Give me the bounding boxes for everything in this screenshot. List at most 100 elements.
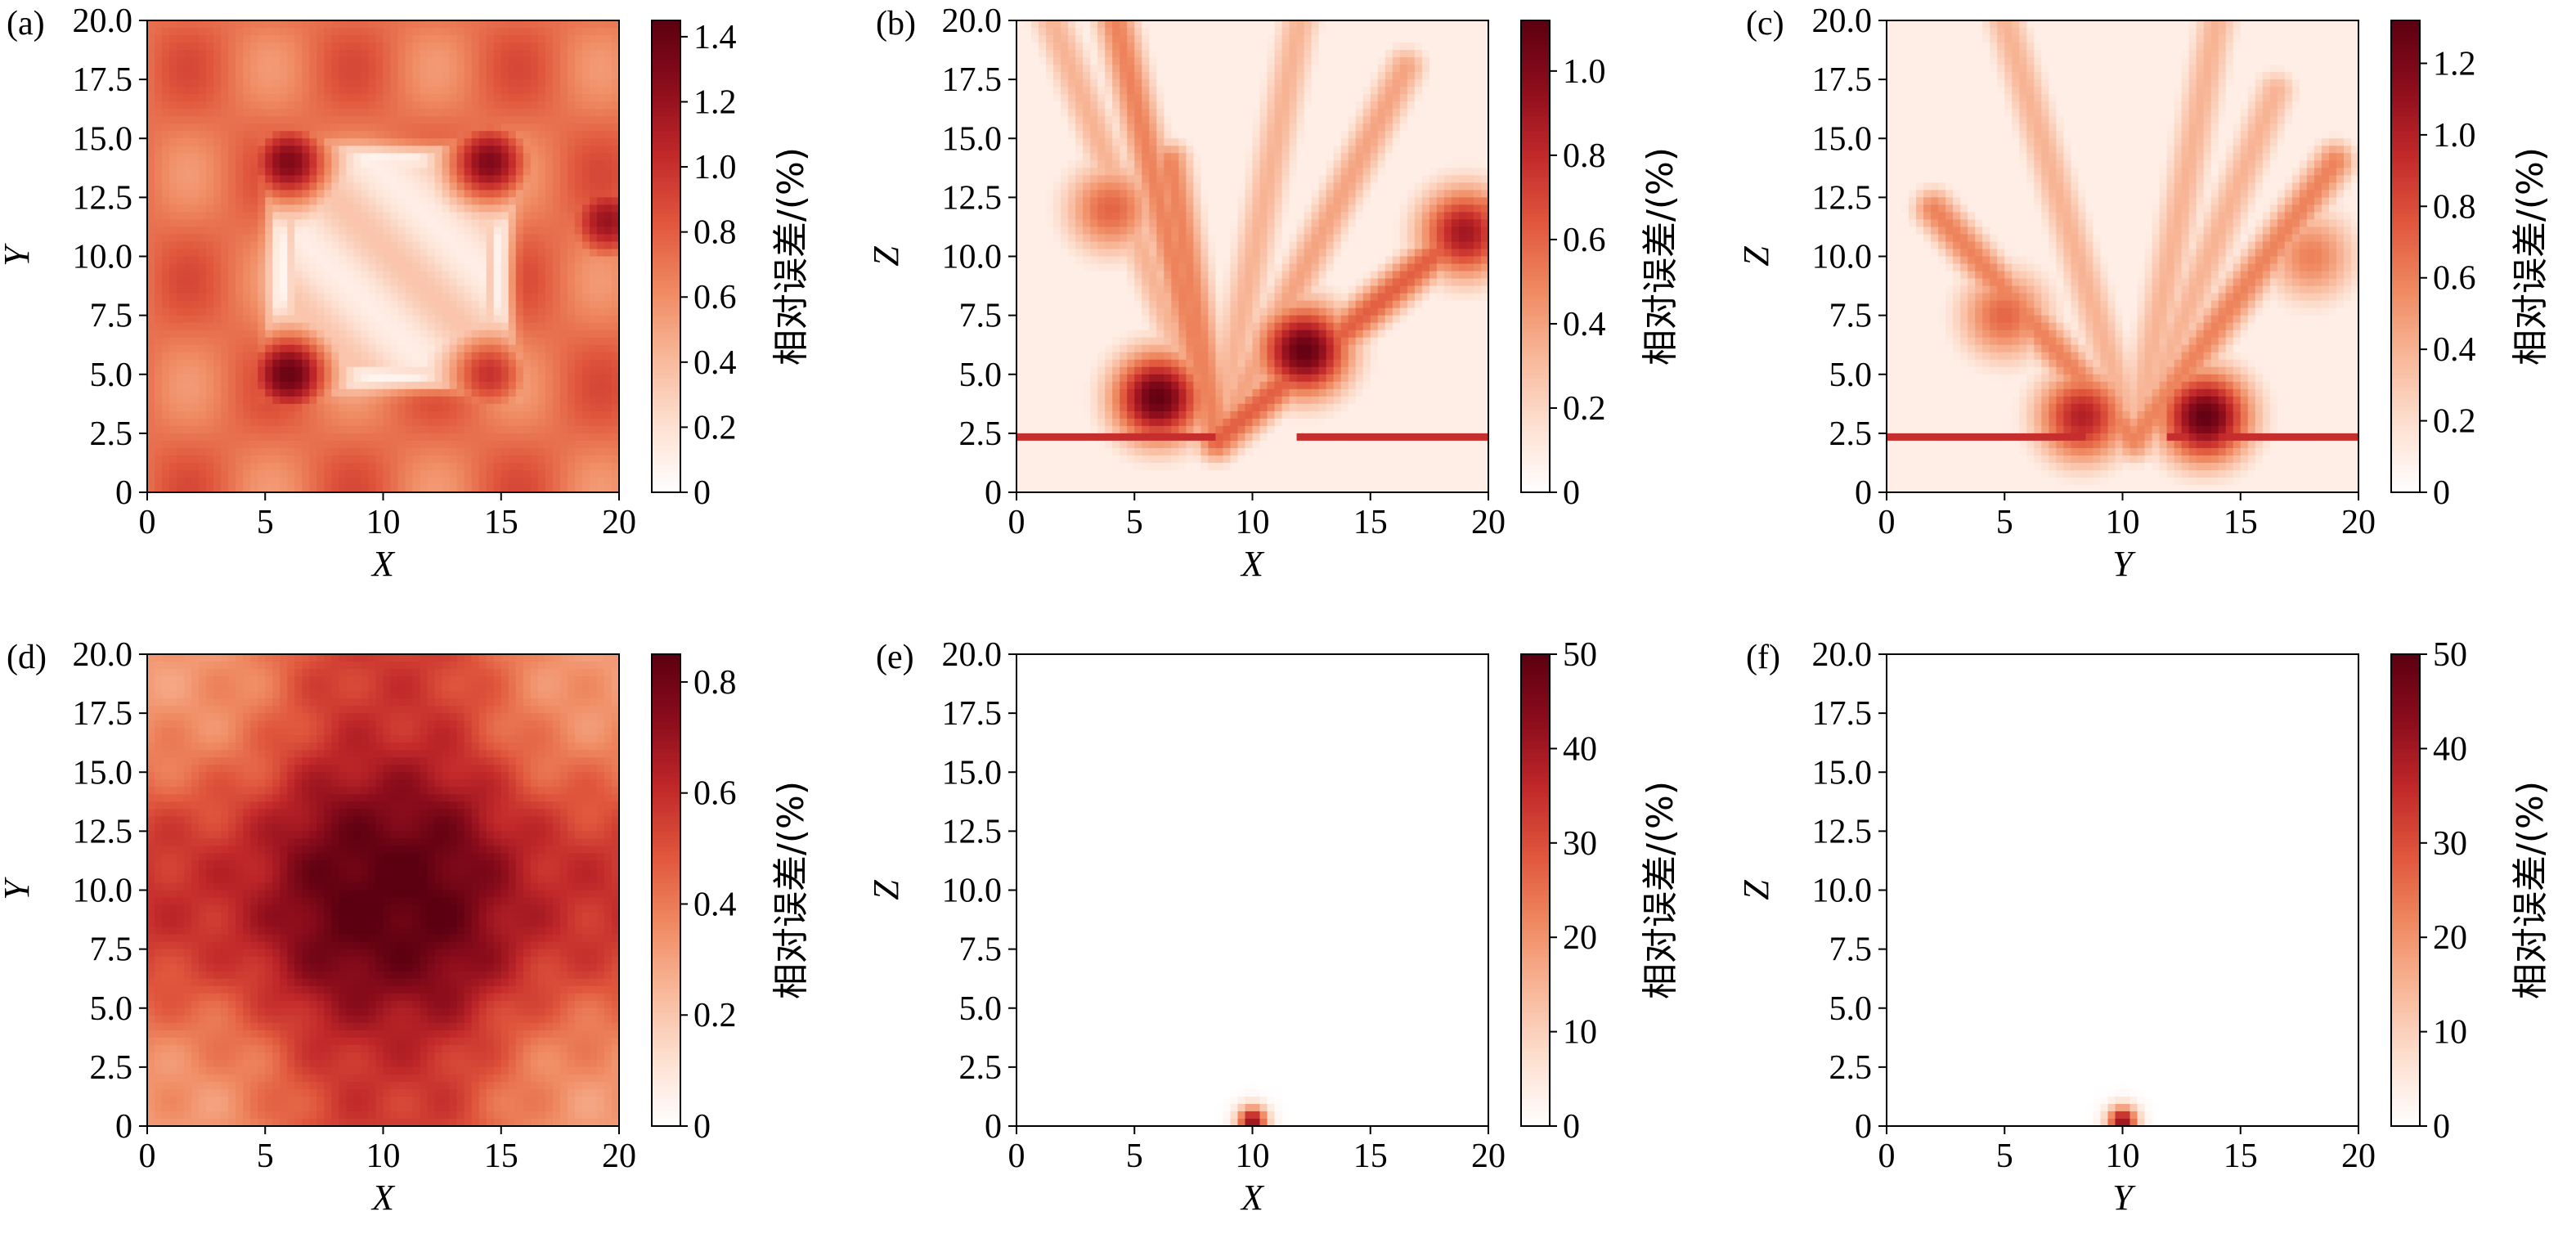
heatmap-cell	[1024, 301, 1032, 309]
heatmap-cell	[213, 87, 222, 95]
heatmap-cell	[384, 338, 392, 346]
heatmap-cell	[361, 57, 369, 65]
heatmap-cell	[487, 168, 495, 176]
heatmap-cell	[450, 123, 458, 132]
heatmap-cell	[177, 57, 185, 65]
heatmap-cell	[531, 50, 539, 58]
heatmap-cell	[413, 212, 421, 220]
heatmap-cell	[162, 426, 170, 434]
heatmap-cell	[375, 426, 384, 434]
colorbar-swatch	[652, 445, 680, 450]
heatmap-cell	[1090, 279, 1098, 287]
heatmap-cell	[1097, 65, 1106, 73]
heatmap-cell	[560, 168, 568, 176]
heatmap-cell	[162, 138, 170, 146]
heatmap-cell	[398, 257, 406, 265]
heatmap-cell	[243, 419, 251, 427]
heatmap-cell	[398, 182, 406, 191]
heatmap-cell	[199, 448, 207, 456]
heatmap-cell	[1039, 330, 1047, 339]
heatmap-cell	[280, 375, 288, 383]
heatmap-cell	[1024, 308, 1032, 316]
heatmap-cell	[538, 279, 546, 287]
heatmap-cell	[155, 345, 163, 353]
heatmap-cell	[538, 316, 546, 324]
heatmap-cell	[162, 411, 170, 420]
colorbar-swatch	[652, 88, 680, 92]
heatmap-cell	[191, 411, 200, 420]
heatmap-cell	[494, 131, 502, 139]
heatmap-cell	[479, 352, 487, 361]
heatmap-cell	[582, 470, 590, 478]
heatmap-cell	[1053, 197, 1061, 205]
heatmap-cell	[1075, 382, 1084, 390]
heatmap-cell	[258, 168, 266, 176]
heatmap-cell	[331, 241, 339, 249]
heatmap-cell	[597, 35, 605, 43]
heatmap-cell	[184, 219, 192, 227]
heatmap-cell	[1039, 397, 1047, 405]
heatmap-cell	[213, 426, 222, 434]
heatmap-cell	[428, 72, 436, 80]
heatmap-cell	[516, 79, 524, 88]
heatmap-cell	[590, 72, 598, 80]
heatmap-cell	[1090, 79, 1098, 88]
heatmap-cell	[309, 448, 317, 456]
heatmap-cell	[1075, 426, 1084, 434]
heatmap-cell	[243, 257, 251, 265]
heatmap-cell	[272, 360, 280, 368]
heatmap-cell	[368, 419, 376, 427]
heatmap-cell	[169, 35, 177, 43]
heatmap-cell	[1053, 20, 1061, 29]
heatmap-cell	[265, 360, 273, 368]
colorbar-swatch	[652, 68, 680, 73]
heatmap-cell	[487, 389, 495, 397]
heatmap-cell	[184, 28, 192, 36]
heatmap-cell	[331, 28, 339, 36]
heatmap-cell	[1016, 160, 1025, 168]
heatmap-cell	[1075, 175, 1084, 183]
heatmap-cell	[155, 478, 163, 486]
heatmap-cell	[568, 323, 576, 331]
heatmap-cell	[1053, 375, 1061, 383]
heatmap-cell	[294, 294, 303, 302]
heatmap-cell	[346, 109, 354, 117]
heatmap-cell	[575, 345, 583, 353]
colorbar-swatch	[652, 240, 680, 245]
heatmap-cell	[206, 257, 214, 265]
heatmap-cell	[258, 219, 266, 227]
heatmap-cell	[191, 219, 200, 227]
heatmap-cell	[243, 271, 251, 280]
heatmap-cell	[560, 264, 568, 272]
colorbar-tick-label: 0.4	[693, 344, 737, 382]
heatmap-cell	[206, 286, 214, 294]
heatmap-cell	[487, 234, 495, 242]
heatmap-cell	[398, 50, 406, 58]
heatmap-cell	[582, 79, 590, 88]
heatmap-cell	[324, 57, 332, 65]
heatmap-cell	[258, 57, 266, 65]
heatmap-cell	[316, 419, 325, 427]
colorbar-swatch	[652, 111, 680, 116]
heatmap-cell	[361, 138, 369, 146]
heatmap-cell	[331, 367, 339, 375]
heatmap-cell	[309, 43, 317, 51]
heatmap-cell	[442, 160, 451, 168]
heatmap-cell	[568, 426, 576, 434]
heatmap-cell	[398, 87, 406, 95]
heatmap-cell	[1053, 382, 1061, 390]
heatmap-cell	[575, 404, 583, 412]
heatmap-cell	[302, 478, 310, 486]
heatmap-cell	[464, 367, 473, 375]
heatmap-cell	[206, 323, 214, 331]
heatmap-cell	[531, 153, 539, 161]
heatmap-cell	[501, 419, 509, 427]
heatmap-cell	[155, 301, 163, 309]
heatmap-cell	[1053, 404, 1061, 412]
heatmap-cell	[1075, 109, 1084, 117]
heatmap-cell	[553, 397, 561, 405]
heatmap-cell	[435, 375, 443, 383]
heatmap-cell	[243, 28, 251, 36]
heatmap-cell	[516, 264, 524, 272]
heatmap-cell	[516, 182, 524, 191]
